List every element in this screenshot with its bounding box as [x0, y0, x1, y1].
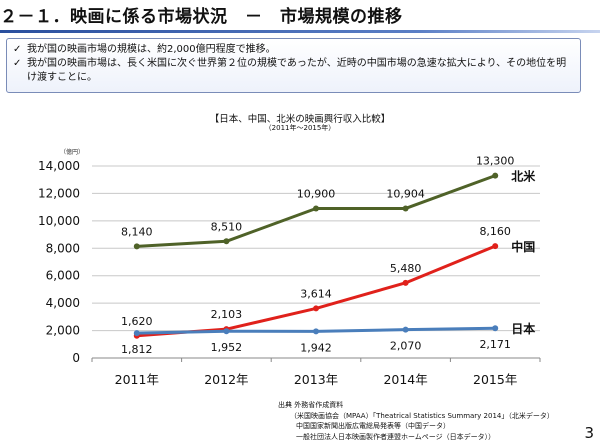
title-underline: [0, 30, 600, 33]
series-name-label: 北米: [511, 169, 536, 184]
data-label: 3,614: [300, 287, 332, 300]
data-point: [402, 205, 409, 212]
data-point: [313, 328, 319, 335]
data-point: [133, 330, 140, 337]
y-tick-label: 10,000: [38, 214, 80, 228]
x-tick-label: 2015年: [473, 372, 517, 387]
data-point: [223, 238, 230, 245]
series-name-label: 中国: [511, 239, 535, 254]
data-label: 10,900: [297, 188, 336, 201]
x-tick-label: 2011年: [115, 372, 159, 387]
chart-subtitle: （2011年～2015年）: [264, 124, 336, 132]
check-icon: ✓: [13, 44, 22, 55]
data-point: [492, 325, 499, 332]
source-line: 中国国家新聞出版広電総局発表等（中国データ）: [296, 422, 450, 430]
data-label: 1,812: [121, 343, 153, 356]
data-label: 8,510: [211, 220, 243, 233]
source-line: 出典 外務省作成資料: [278, 401, 344, 409]
data-label: 10,904: [386, 187, 425, 200]
y-tick-label: 0: [72, 351, 80, 365]
x-tick-label: 2012年: [204, 372, 248, 387]
data-point: [223, 328, 230, 335]
data-label: 1,620: [121, 315, 153, 328]
data-label: 8,140: [121, 225, 153, 238]
data-label: 13,300: [476, 155, 515, 168]
page-title: ２－１．映画に係る市場状況 － 市場規模の推移: [0, 7, 403, 27]
data-point: [492, 172, 499, 179]
summary-bullet: ✓ 我が国の映画市場は、長く米国に次ぐ世界第２位の規模であったが、近時の中国市場…: [13, 57, 574, 85]
data-label: 1,942: [300, 341, 332, 354]
y-tick-label: 2,000: [46, 324, 80, 338]
data-label: 2,103: [211, 308, 243, 321]
series-name-label: 日本: [511, 321, 535, 336]
chart-title: 【日本、中国、北米の映画興行収入比較】: [209, 114, 391, 125]
summary-bullet-text: 我が国の映画市場の規模は、約2,000億円程度で推移。: [27, 44, 276, 55]
x-tick-label: 2013年: [294, 372, 338, 387]
check-icon: ✓: [13, 58, 22, 69]
source-note: 出典 外務省作成資料 （米国映画協会（MPAA）「Theatrical Stat…: [278, 400, 554, 442]
page-number: 3: [584, 424, 594, 442]
source-line: （米国映画協会（MPAA）「Theatrical Statistics Summ…: [290, 411, 554, 420]
data-label: 2,070: [390, 340, 422, 353]
x-tick-label: 2014年: [383, 372, 427, 387]
data-label: 8,160: [479, 225, 511, 238]
summary-bullet: ✓ 我が国の映画市場の規模は、約2,000億円程度で推移。: [13, 43, 574, 57]
source-line: 一般社団法人日本映画製作者連盟ホームページ（日本データ））: [296, 432, 496, 441]
y-axis-unit: （億円）: [60, 148, 84, 156]
data-point: [402, 279, 409, 286]
data-point: [133, 243, 140, 250]
data-label: 2,171: [479, 338, 511, 351]
y-tick-label: 4,000: [46, 296, 80, 310]
summary-box: ✓ 我が国の映画市場の規模は、約2,000億円程度で推移。 ✓ 我が国の映画市場…: [6, 38, 581, 93]
y-tick-label: 12,000: [38, 186, 80, 200]
y-tick-label: 8,000: [46, 241, 80, 255]
data-point: [402, 326, 409, 333]
data-point: [313, 205, 319, 212]
data-label: 5,480: [390, 262, 422, 275]
data-label: 1,952: [211, 341, 243, 354]
data-point: [492, 243, 499, 250]
summary-bullet-text: 我が国の映画市場は、長く米国に次ぐ世界第２位の規模であったが、近時の中国市場の急…: [27, 58, 567, 83]
data-point: [313, 305, 319, 312]
y-tick-label: 14,000: [38, 159, 80, 173]
y-tick-label: 6,000: [46, 269, 80, 283]
